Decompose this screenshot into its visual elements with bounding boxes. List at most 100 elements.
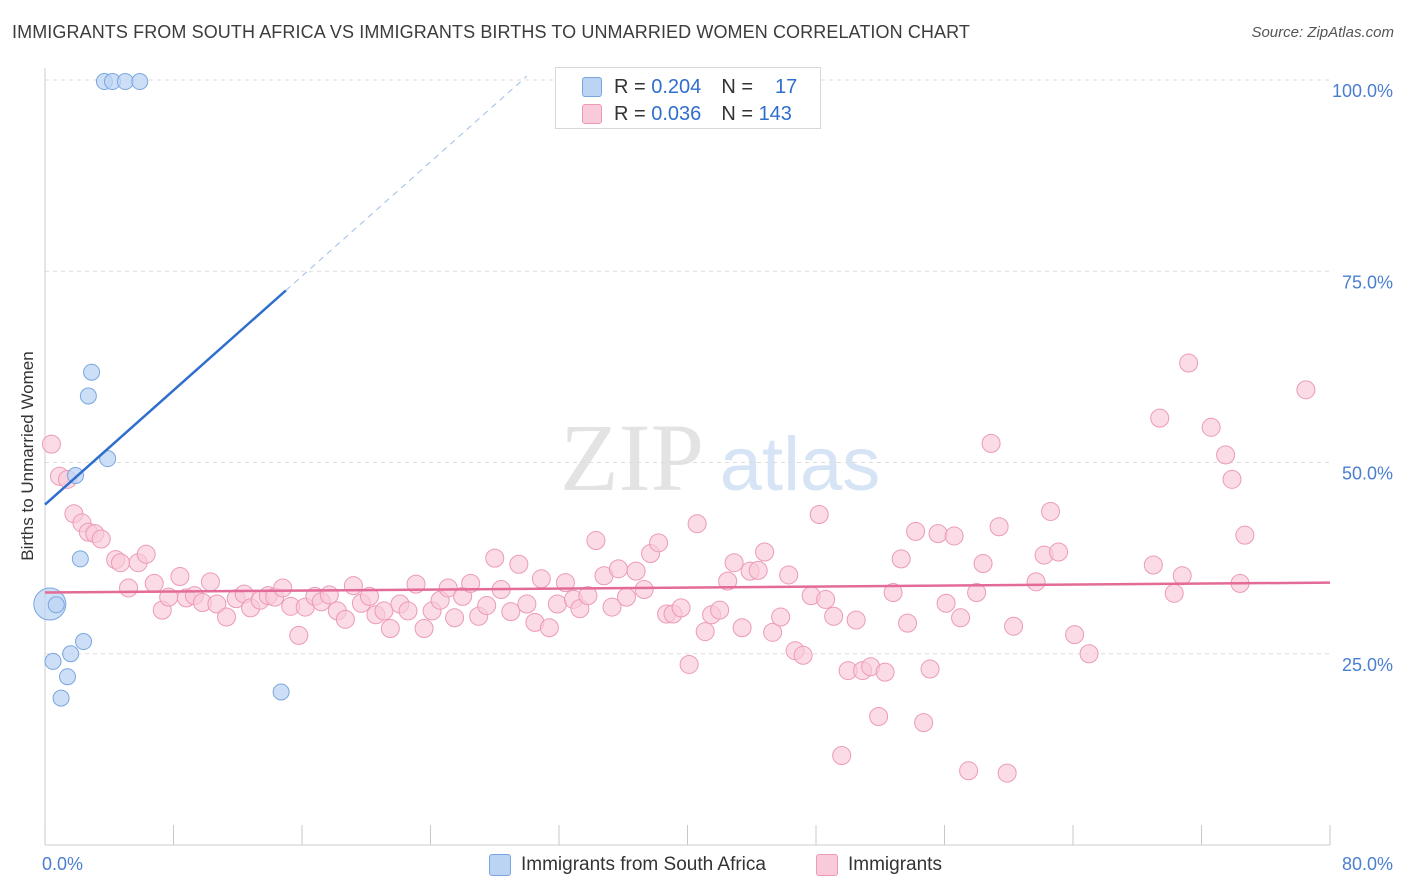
- data-point-immigrants: [1143, 555, 1163, 575]
- data-point-immigrants: [748, 560, 768, 580]
- data-point-immigrants: [359, 586, 379, 606]
- data-point-immigrants: [891, 549, 911, 569]
- bottom-legend-south-africa: Immigrants from South Africa: [489, 852, 766, 878]
- data-point-immigrants: [928, 524, 948, 544]
- data-point-immigrants: [816, 589, 836, 609]
- data-point-immigrants: [959, 761, 979, 781]
- data-point-immigrants: [531, 569, 551, 589]
- data-point-immigrants: [1179, 353, 1199, 373]
- data-point-immigrants: [485, 548, 505, 568]
- data-point-immigrants: [1172, 566, 1192, 586]
- data-point-immigrants: [779, 565, 799, 585]
- data-point-immigrants: [718, 571, 738, 591]
- legend-r-label: R =: [614, 75, 646, 98]
- data-point-immigrants: [732, 618, 752, 638]
- data-point-immigrants: [1216, 445, 1236, 465]
- data-point-immigrants: [679, 654, 699, 674]
- x-tick-label: 80.0%: [1342, 854, 1393, 874]
- data-point-south-africa: [58, 668, 76, 686]
- watermark-atlas: atlas: [720, 422, 881, 507]
- data-point-immigrants: [793, 645, 813, 665]
- legend-r-label: R =: [614, 102, 646, 125]
- data-point-immigrants: [136, 544, 156, 564]
- data-point-immigrants: [335, 609, 355, 629]
- data-point-south-africa: [116, 73, 134, 91]
- data-point-immigrants: [616, 587, 636, 607]
- bottom-legend-swatch-south-africa: [489, 854, 511, 876]
- data-point-immigrants: [649, 533, 669, 553]
- data-point-south-africa: [83, 363, 101, 381]
- data-point-immigrants: [846, 610, 866, 630]
- tick-labels: 25.0% 50.0% 75.0% 100.0% 0.0% 80.0%: [42, 81, 1393, 874]
- watermark-zip: ZIP: [560, 404, 704, 511]
- data-point-immigrants: [951, 608, 971, 628]
- data-point-immigrants: [671, 598, 691, 618]
- data-point-immigrants: [695, 622, 715, 642]
- data-point-immigrants: [1222, 469, 1242, 489]
- data-point-immigrants: [906, 521, 926, 541]
- legend-swatch-south-africa: [582, 77, 602, 97]
- grid-lines: [45, 79, 1330, 655]
- trend-line-south-africa: [44, 289, 287, 506]
- stats-legend: R = 0.204 N = 17 R = 0.036 N = 143: [555, 67, 821, 129]
- data-point-south-africa: [47, 596, 65, 614]
- data-point-immigrants: [824, 606, 844, 626]
- data-point-immigrants: [398, 601, 418, 621]
- data-point-immigrants: [547, 594, 567, 614]
- data-point-immigrants: [898, 613, 918, 633]
- data-point-immigrants: [997, 763, 1017, 783]
- bottom-legend-label-south-africa: Immigrants from South Africa: [521, 854, 766, 875]
- data-point-immigrants: [273, 578, 293, 598]
- data-point-immigrants: [832, 745, 852, 765]
- y-tick-label: 75.0%: [1342, 272, 1393, 292]
- legend-n-value: 17: [775, 75, 798, 98]
- data-point-immigrants: [119, 578, 139, 598]
- data-point-immigrants: [973, 553, 993, 573]
- data-point-immigrants: [763, 622, 783, 642]
- legend-n-value: 143: [758, 102, 792, 125]
- data-point-south-africa: [71, 550, 89, 568]
- data-point-south-africa: [131, 73, 149, 91]
- data-point-immigrants: [586, 531, 606, 551]
- data-point-immigrants: [1004, 616, 1024, 636]
- bottom-legend-swatch-immigrants: [816, 854, 838, 876]
- data-point-immigrants: [771, 607, 791, 627]
- legend-n-label: N =: [721, 75, 753, 98]
- data-point-immigrants: [1041, 501, 1061, 521]
- data-point-immigrants: [869, 706, 889, 726]
- data-point-immigrants: [809, 505, 829, 525]
- data-point-immigrants: [724, 553, 744, 573]
- data-point-immigrants: [578, 586, 598, 606]
- data-point-immigrants: [1026, 572, 1046, 592]
- y-tick-label: 100.0%: [1332, 81, 1393, 101]
- data-point-immigrants: [461, 573, 481, 593]
- data-point-south-africa: [62, 645, 80, 663]
- trend-line-immigrants: [44, 581, 1331, 594]
- data-point-immigrants: [1201, 417, 1221, 437]
- data-point-immigrants: [1150, 408, 1170, 428]
- data-point-immigrants: [477, 596, 497, 616]
- data-point-immigrants: [501, 602, 521, 622]
- data-point-immigrants: [414, 619, 434, 639]
- data-point-immigrants: [914, 713, 934, 733]
- data-point-immigrants: [608, 559, 628, 579]
- data-point-immigrants: [1079, 644, 1099, 664]
- y-tick-label: 25.0%: [1342, 655, 1393, 675]
- data-point-immigrants: [438, 578, 458, 598]
- data-point-immigrants: [144, 573, 164, 593]
- data-point-south-africa: [99, 450, 117, 468]
- data-point-immigrants: [981, 433, 1001, 453]
- data-point-immigrants: [289, 625, 309, 645]
- data-point-south-africa: [52, 689, 70, 707]
- data-point-immigrants: [91, 529, 111, 549]
- legend-swatch-immigrants: [582, 104, 602, 124]
- source-label: Source: ZipAtlas.com: [1251, 24, 1394, 41]
- watermark: ZIP atlas: [560, 404, 880, 511]
- data-point-immigrants: [710, 600, 730, 620]
- data-point-immigrants: [319, 585, 339, 605]
- data-point-immigrants: [555, 573, 575, 593]
- data-point-immigrants: [170, 566, 190, 586]
- data-point-immigrants: [883, 583, 903, 603]
- data-point-immigrants: [110, 553, 130, 573]
